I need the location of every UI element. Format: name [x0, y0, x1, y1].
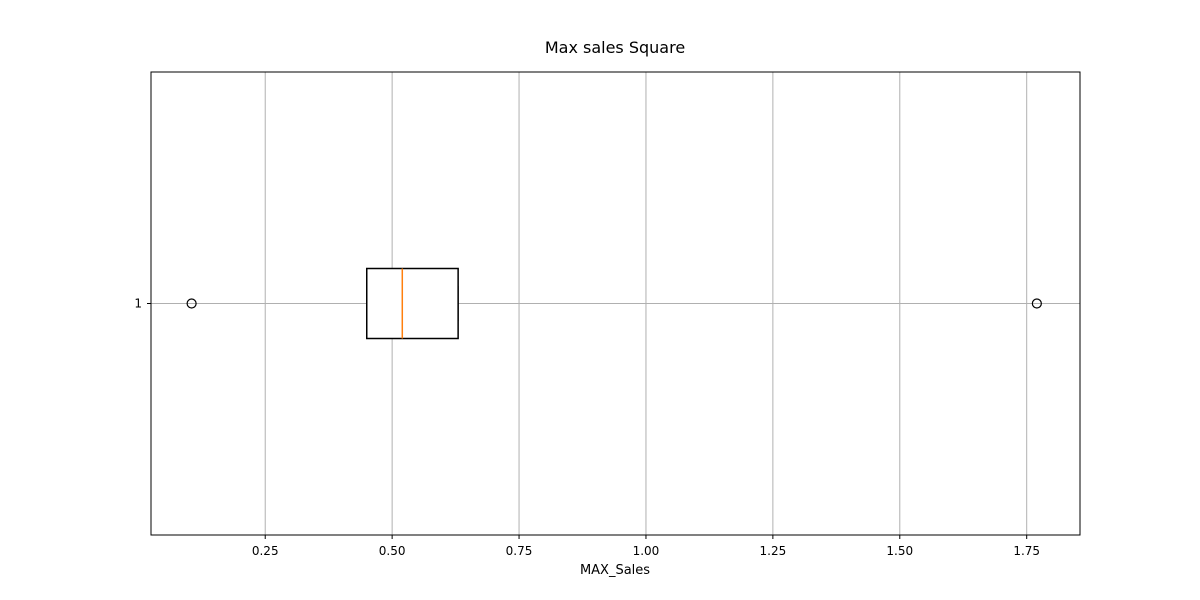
x-tick-label: 1.00: [633, 544, 660, 558]
x-tick-label: 0.75: [506, 544, 533, 558]
outlier-point: [186, 298, 197, 309]
boxplot-layer: [186, 267, 1042, 340]
box-iqr: [366, 267, 459, 340]
x-tick-label: 1.25: [760, 544, 787, 558]
x-tick-label: 0.50: [379, 544, 406, 558]
y-tick-label: 1: [134, 297, 142, 311]
axis-ticks: 0.25 0.50 0.75 1.00 1.25 1.50 1.75 1: [134, 297, 1040, 559]
grid-lines: [151, 72, 1080, 535]
x-tick-label: 0.25: [252, 544, 279, 558]
x-tick-label: 1.50: [886, 544, 913, 558]
x-tick-label: 1.75: [1013, 544, 1040, 558]
chart-title: Max sales Square: [545, 38, 685, 57]
x-axis-label: MAX_Sales: [580, 563, 650, 578]
outlier-point: [1031, 298, 1042, 309]
